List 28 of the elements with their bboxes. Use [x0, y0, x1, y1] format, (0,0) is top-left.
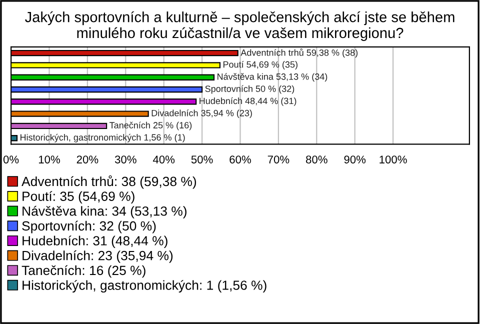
legend-label: Sportovních: 32 (50 %): [22, 220, 156, 234]
legend-label: Návštěva kina: 34 (53,13 %): [22, 206, 186, 218]
data-label: Sportovních 50 % (32): [205, 85, 294, 94]
data-label: Hudebních 48,44 % (31): [200, 97, 296, 106]
legend-label: Historických, gastronomických: 1 (1,56 %): [22, 280, 266, 293]
x-tick-label: 40%: [152, 156, 175, 164]
legend-label: Divadelních: 23 (35,94 %): [22, 250, 173, 263]
x-tick-label: 10%: [38, 156, 60, 164]
legend-label: Hudebních: 31 (48,44 %): [22, 236, 168, 248]
legend-label: Poutí: 35 (54,69 %): [22, 191, 134, 204]
data-label: Poutí 54,69 % (35): [223, 60, 298, 70]
x-tick-label: 90%: [344, 156, 366, 164]
data-label: Návštěva kina 53,13 % (34): [218, 73, 328, 82]
x-tick-label: 80%: [306, 156, 328, 164]
data-label: Historických, gastronomických 1,56 % (1): [20, 134, 185, 142]
data-label: Adventních trhů 59,38 % (38): [240, 48, 358, 58]
x-tick-label: 30%: [114, 156, 136, 164]
data-label: Divadelních 35,94 % (23): [152, 110, 252, 118]
legend-label: Tanečních: 16 (25 %): [22, 265, 146, 278]
chart-title: Jakých sportovních a kulturně – společenských akcí jste se během minulého roku zúčastnil/a ve vašem mikroregionu?: [25, 11, 454, 42]
x-tick-label: 70%: [268, 156, 290, 164]
legend-label: Adventních trhů: 38 (59,38 %): [22, 175, 196, 189]
data-label: Tanečních 25 % (16): [110, 122, 192, 130]
x-tick-label: 50%: [191, 156, 213, 164]
x-tick-label: 60%: [230, 156, 251, 164]
x-tick-label: 20%: [76, 156, 98, 164]
x-tick-label: 0%: [3, 156, 19, 164]
x-tick-label: 100%: [380, 156, 407, 164]
